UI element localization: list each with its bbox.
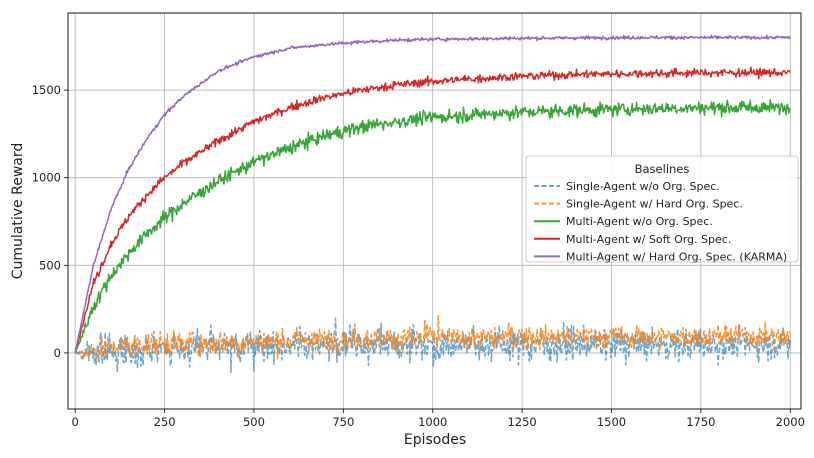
x-tick-label: 1500 <box>597 415 626 429</box>
series-line-multi-agent-w-soft-org-spec <box>74 66 791 354</box>
legend-frame <box>525 155 799 263</box>
y-tick-label: 1500 <box>32 83 61 97</box>
legend-label: Multi-Agent w/ Soft Org. Spec. <box>566 233 731 246</box>
legend-label: Single-Agent w/ Hard Org. Spec. <box>566 198 743 211</box>
legend-title: Baselines <box>635 162 690 176</box>
series-line-multi-agent-w-hard-org-spec-karma <box>74 34 791 354</box>
legend-label: Single-Agent w/o Org. Spec. <box>566 180 720 193</box>
plot-frame <box>67 12 802 410</box>
series-line-single-agent-w-hard-org-spec <box>75 314 791 361</box>
x-tick-label: 1250 <box>507 415 536 429</box>
x-axis-title: Episodes <box>404 432 466 448</box>
x-tick-label: 250 <box>154 415 176 429</box>
series-line-single-agent-w-o-org-spec <box>74 317 792 374</box>
axes: 0 250 500 750 1000 1250 1500 1750 2000 0 500 1000 15… <box>32 12 805 429</box>
y-tick-label: 500 <box>39 258 61 272</box>
x-tick-label: 750 <box>332 415 354 429</box>
x-tick-label: 0 <box>71 415 78 429</box>
series-line-multi-agent-w-o-org-spec <box>74 99 791 354</box>
y-tick-label: 0 <box>54 346 61 360</box>
series-layer <box>74 34 792 374</box>
x-tick-label: 2000 <box>776 415 805 429</box>
x-tick-label: 500 <box>243 415 265 429</box>
legend-label: Multi-Agent w/ Hard Org. Spec. (KARMA) <box>566 250 787 263</box>
x-tick-label: 1000 <box>418 415 447 429</box>
legend-entries: Single-Agent w/o Org. Spec. Single-Agent … <box>534 180 787 263</box>
y-tick-label: 1000 <box>32 171 61 185</box>
x-tick-label: 1750 <box>686 415 715 429</box>
legend: Baselines Single-Agent w/o Org. Spec.Sin… <box>525 155 799 263</box>
legend-label: Multi-Agent w/o Org. Spec. <box>566 215 713 228</box>
y-axis-title: Cumulative Reward <box>10 143 26 280</box>
